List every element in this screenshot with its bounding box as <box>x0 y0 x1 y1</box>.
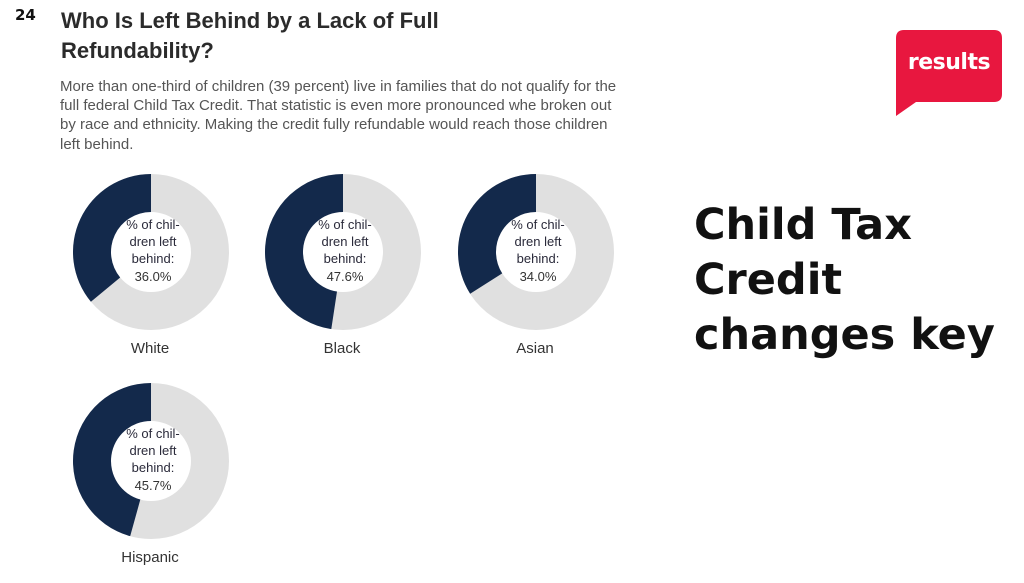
donut-svg-hispanic <box>73 383 229 539</box>
donut-slice-white <box>73 174 151 302</box>
donut-center-text: % of chil- dren left behind: 34.0% <box>498 216 578 285</box>
category-label: Black <box>323 340 361 357</box>
logo-badge-shape <box>896 30 1002 116</box>
donut-white: % of chil- dren left behind: 36.0% White <box>73 174 233 374</box>
donut-value-label: 45.7% <box>134 478 172 493</box>
donut-center-label: % of chil- dren left behind: <box>126 217 180 266</box>
donut-slice-hispanic <box>73 383 151 537</box>
donut-center-text: % of chil- dren left behind: 47.6% <box>305 216 385 285</box>
donut-value-label: 34.0% <box>519 269 557 284</box>
donut-center-text: % of chil- dren left behind: 45.7% <box>113 425 193 494</box>
category-label: Asian <box>516 340 554 357</box>
donut-hispanic: % of chil- dren left behind: 45.7% Hispani… <box>73 383 233 583</box>
donut-center-label: % of chil- dren left behind: <box>318 217 372 266</box>
donut-center-label: % of chil- dren left behind: <box>126 426 180 475</box>
donut-asian: % of chil- dren left behind: 34.0% Asian <box>458 174 618 374</box>
page-subtitle: More than one-third of children (39 perc… <box>60 78 617 153</box>
donut-black: % of chil- dren left behind: 47.6% Black <box>265 174 425 374</box>
headline: Child Tax Credit changes key <box>694 200 995 360</box>
donut-value-label: 47.6% <box>326 269 364 284</box>
donut-svg-asian <box>458 174 614 330</box>
page-title: Who Is Left Behind by a Lack of Full Ref… <box>61 8 439 63</box>
category-label: White <box>130 340 170 357</box>
donut-slice-black <box>265 174 343 330</box>
donut-svg-black <box>265 174 421 330</box>
donut-center-label: % of chil- dren left behind: <box>511 217 565 266</box>
donut-value-label: 36.0% <box>134 269 172 284</box>
results-logo: results <box>896 30 1002 116</box>
category-label: Hispanic <box>121 549 179 566</box>
donut-slice-asian <box>458 174 536 294</box>
donut-center-text: % of chil- dren left behind: 36.0% <box>113 216 193 285</box>
slide-number: 24 <box>15 6 36 24</box>
logo-text: results <box>907 50 991 75</box>
donut-svg-white <box>73 174 229 330</box>
